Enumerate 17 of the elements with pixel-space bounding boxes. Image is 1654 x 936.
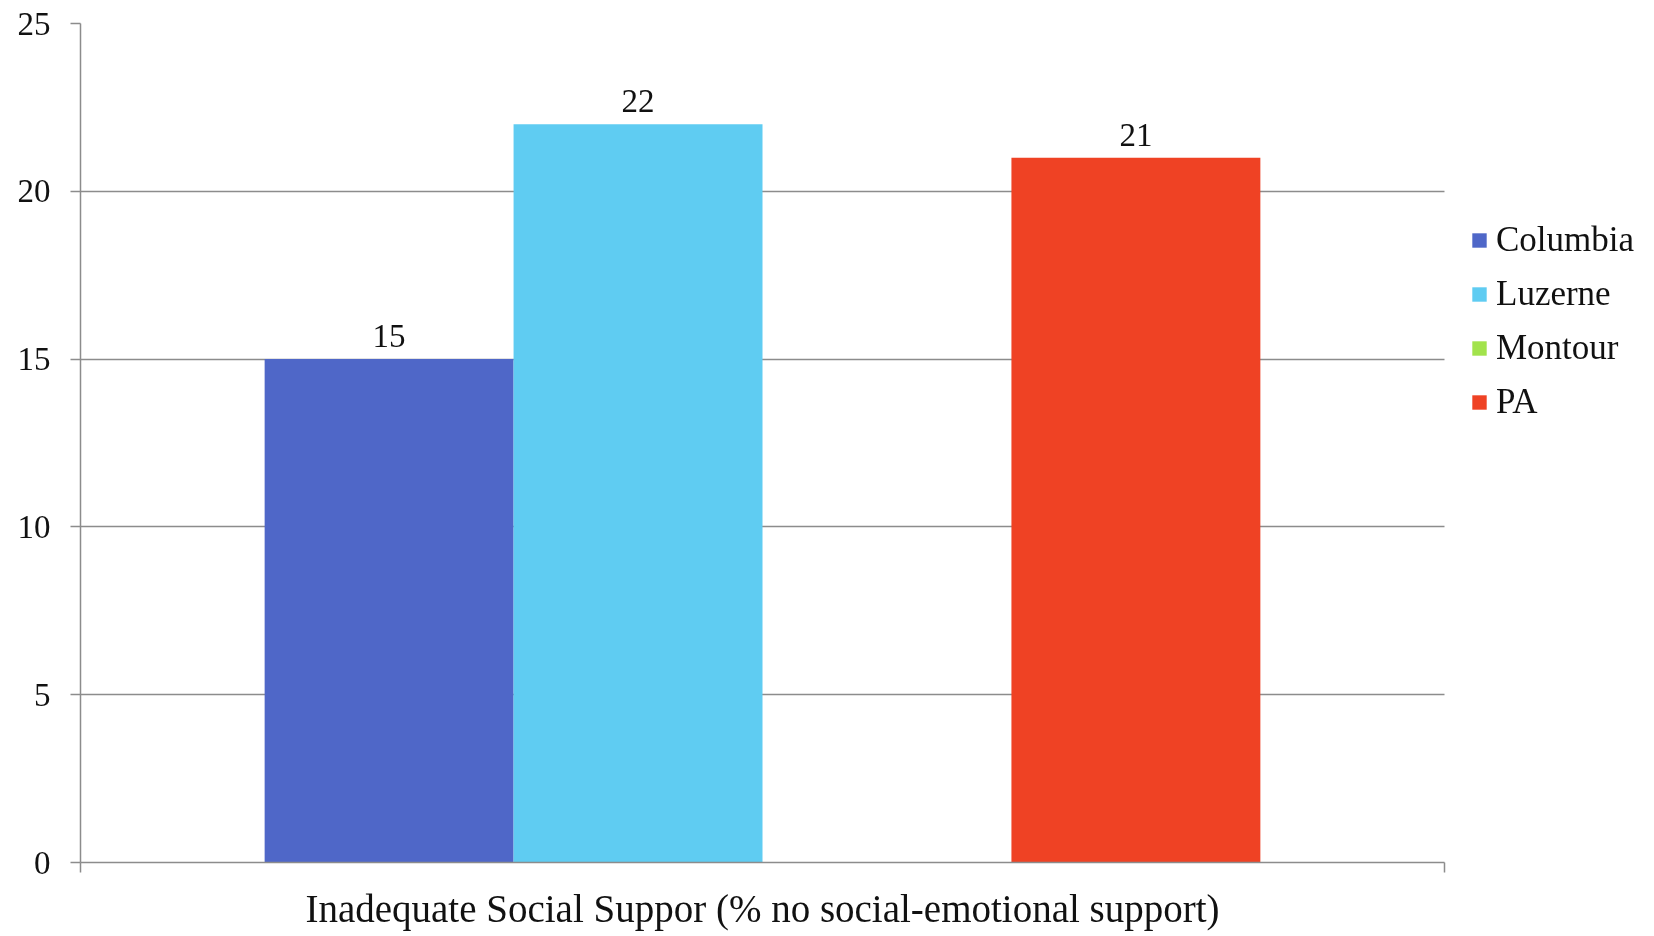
x-tick-label: Inadequate Social Suppor (% no social-emotional support) xyxy=(305,886,1220,931)
legend-label: Montour xyxy=(1496,328,1619,368)
data-label: 22 xyxy=(621,83,655,120)
data-label: 21 xyxy=(1119,116,1153,153)
y-tick-label: 15 xyxy=(17,341,51,378)
data-label: 15 xyxy=(372,318,406,355)
y-tick-label: 5 xyxy=(34,676,51,713)
y-tick-label: 10 xyxy=(17,508,51,545)
y-tick-label: 20 xyxy=(17,173,51,210)
y-tick-label: 0 xyxy=(34,844,51,881)
y-tick-label: 25 xyxy=(17,5,51,42)
bar xyxy=(513,124,763,863)
legend-label: PA xyxy=(1496,382,1538,422)
bar xyxy=(1011,157,1261,863)
legend-label: Luzerne xyxy=(1496,274,1611,314)
bar xyxy=(264,359,514,863)
legend-label: Columbia xyxy=(1496,220,1635,260)
